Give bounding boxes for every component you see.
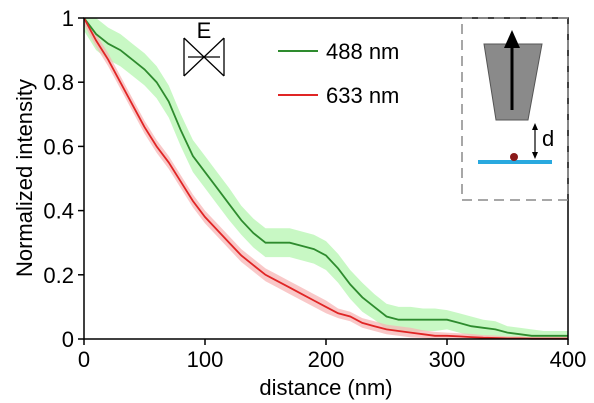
legend-label-633: 633 nm [326,83,399,108]
distance-arrow-bottom [532,152,538,159]
series-lines [83,17,568,340]
polarization-symbol: E [183,18,225,77]
x-axis-ticks: 0 100 200 300 400 [78,339,586,372]
band-633-nm [84,18,568,339]
y-tick-label: 0.4 [43,199,74,224]
inset-schematic: d [461,17,569,201]
x-tick-label: 0 [78,347,90,372]
distance-arrow-top [532,123,538,130]
inset-border [461,17,569,201]
y-tick-label: 0.2 [43,263,74,288]
x-tick-label: 300 [429,347,466,372]
series-line-633-nm [83,17,568,340]
x-tick-label: 400 [550,347,587,372]
legend-label-488: 488 nm [326,39,399,64]
tip-arrow-head [504,30,520,48]
y-axis-ticks: 0 0.2 0.4 0.6 0.8 1 [43,6,84,352]
x-tick-label: 200 [308,347,345,372]
nanoparticle [510,153,518,161]
distance-label: d [542,126,554,151]
polarization-label: E [197,18,212,43]
y-axis-label: Normalized intensity [12,79,37,277]
series-line-488-nm [83,17,568,337]
x-axis-label: distance (nm) [259,375,392,400]
legend: 488 nm 633 nm [278,39,399,108]
y-tick-label: 0.6 [43,134,74,159]
band-488-nm [84,18,568,339]
confidence-bands [84,18,568,339]
y-tick-label: 1 [62,6,74,31]
y-tick-label: 0 [62,327,74,352]
x-tick-label: 100 [187,347,224,372]
y-tick-label: 0.8 [43,70,74,95]
